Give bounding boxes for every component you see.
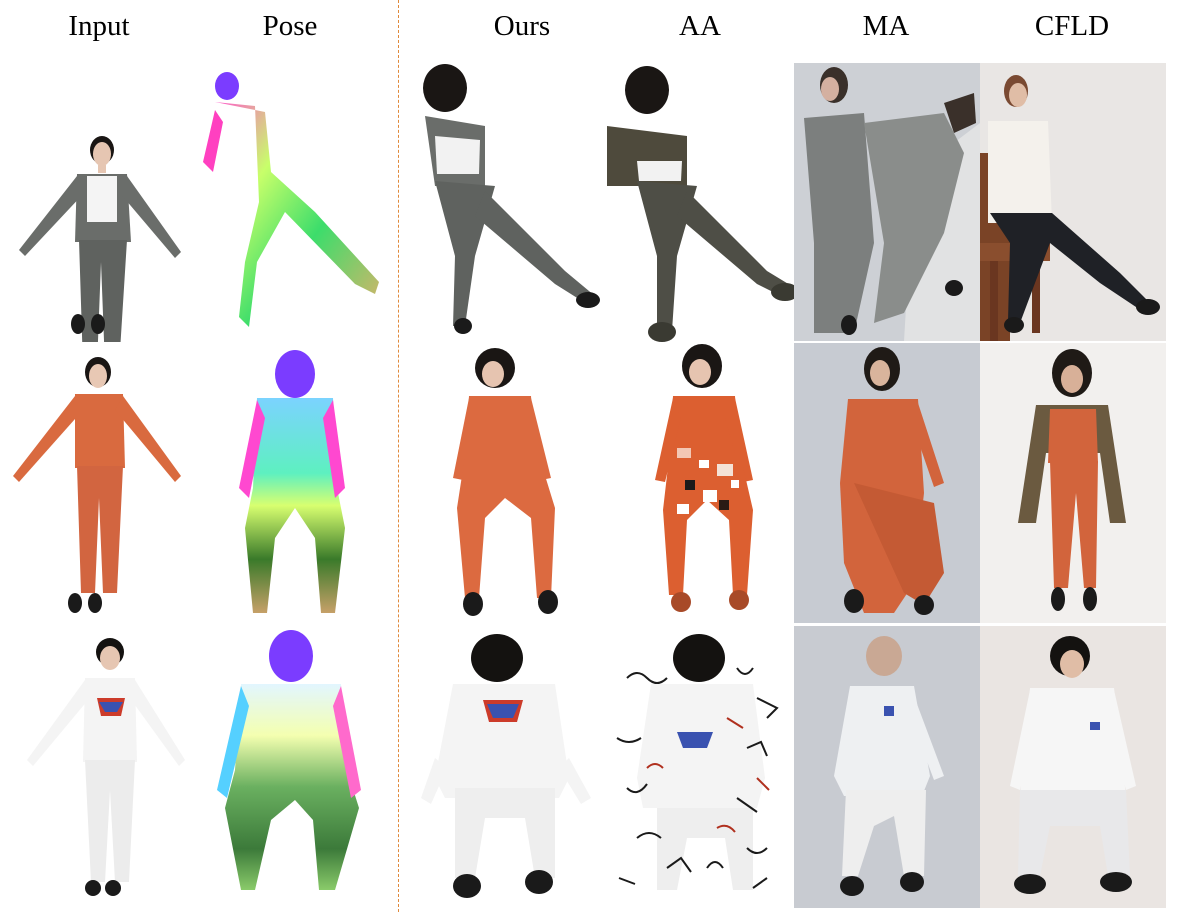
row2-ma-image (794, 343, 980, 623)
column-header-ma: MA (862, 10, 910, 42)
row3-aa-image (607, 628, 797, 908)
column-header-pose: Pose (262, 10, 318, 42)
row3-input-image (5, 630, 190, 908)
column-header-cfld: CFLD (1034, 10, 1110, 42)
row2-aa-image (607, 340, 797, 624)
row1-ours-image (405, 56, 605, 346)
row1-ma-image (794, 63, 980, 341)
row2-ours-image (405, 348, 605, 624)
row3-ours-image (405, 628, 605, 908)
row2-pose-image (195, 348, 385, 620)
section-divider (398, 0, 399, 912)
row2-input-image (5, 348, 190, 620)
row2-cfld-image (980, 343, 1166, 623)
column-header-input: Input (68, 10, 130, 42)
column-header-aa: AA (679, 10, 721, 42)
row3-cfld-image (980, 626, 1166, 908)
row1-input-image (5, 62, 190, 342)
column-header-ours: Ours (493, 10, 551, 42)
row1-pose-image (195, 62, 385, 342)
row3-pose-image (195, 630, 385, 908)
row1-cfld-image (980, 63, 1166, 341)
row1-aa-image (607, 56, 797, 346)
row3-ma-image (794, 626, 980, 908)
